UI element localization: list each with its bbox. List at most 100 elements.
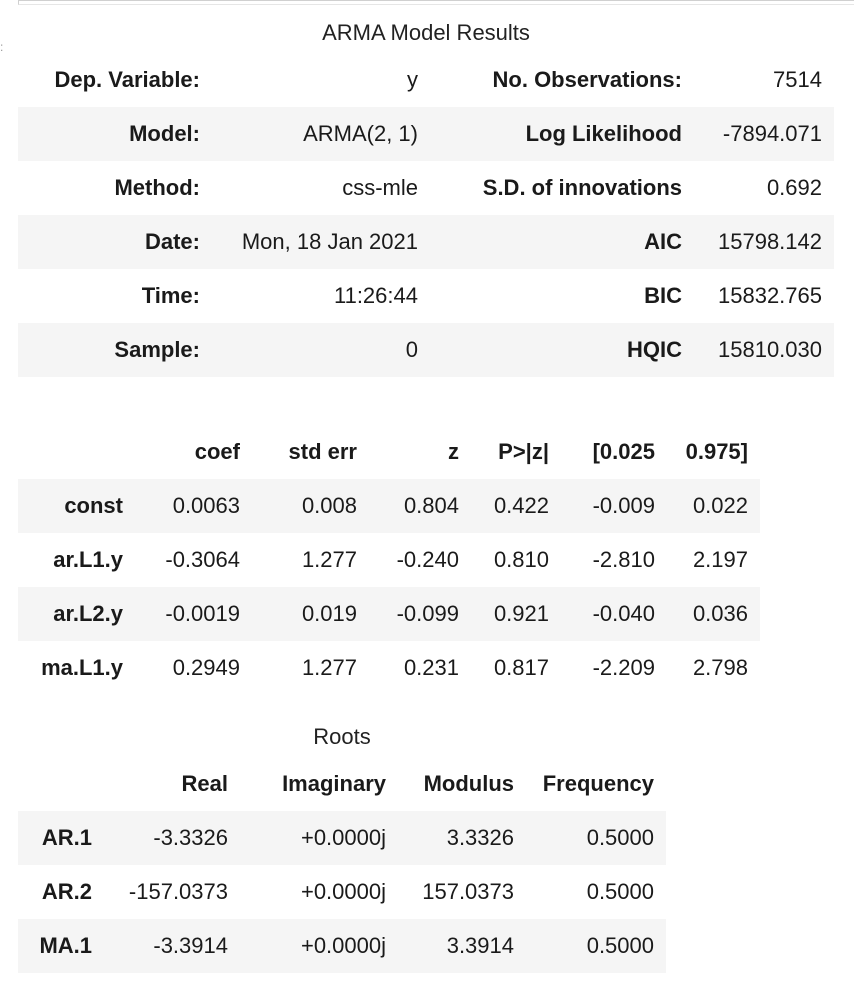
column-header: Frequency — [542, 771, 654, 796]
summary-right-value: 7514 — [773, 67, 822, 92]
coefficient-row: const 0.0063 0.008 0.804 0.422 -0.009 0.… — [18, 479, 760, 533]
summary-left-value: css-mle — [342, 175, 418, 200]
summary-right-label: Log Likelihood — [525, 121, 682, 146]
table-cell: +0.0000j — [300, 933, 386, 958]
summary-left-label: Method: — [114, 175, 200, 200]
summary-right-label: BIC — [644, 283, 682, 308]
table-cell: 0.810 — [493, 547, 549, 572]
summary-row: Dep. Variable: y No. Observations: 7514 — [18, 53, 834, 107]
summary-row: Model: ARMA(2, 1) Log Likelihood -7894.0… — [18, 107, 834, 161]
table-cell: 1.277 — [301, 655, 357, 680]
summary-left-label: Sample: — [114, 337, 200, 362]
summary-row: Time: 11:26:44 BIC 15832.765 — [18, 269, 834, 323]
roots-corner-cell — [18, 757, 104, 811]
table-cell: -0.3064 — [165, 547, 240, 572]
table-cell: 0.804 — [403, 493, 459, 518]
column-header: coef — [194, 439, 240, 464]
table-cell: -0.0019 — [165, 601, 240, 626]
coefficient-row: ma.L1.y 0.2949 1.277 0.231 0.817 -2.209 … — [18, 641, 760, 695]
cell-edge-marker: : — [0, 40, 4, 54]
column-header: P>|z| — [498, 439, 549, 464]
roots-title: Roots — [313, 724, 371, 749]
coefficient-header-row: coef std err z P>|z| [0.025 0.975] — [18, 425, 760, 479]
table-cell: -0.240 — [396, 547, 459, 572]
table-cell: 0.921 — [493, 601, 549, 626]
row-header: ar.L2.y — [53, 601, 123, 626]
roots-row: AR.1 -3.3326 +0.0000j 3.3326 0.5000 — [18, 811, 666, 865]
summary-right-label: No. Observations: — [492, 67, 682, 92]
table-cell: +0.0000j — [300, 879, 386, 904]
table-cell: 3.3326 — [446, 825, 514, 850]
table-cell: -0.099 — [396, 601, 459, 626]
summary-left-label: Time: — [141, 283, 200, 308]
table-cell: 0.5000 — [586, 825, 654, 850]
coefficient-row: ar.L1.y -0.3064 1.277 -0.240 0.810 -2.81… — [18, 533, 760, 587]
table-cell: 0.022 — [692, 493, 748, 518]
table-cell: -2.209 — [592, 655, 655, 680]
row-header: ma.L1.y — [41, 655, 123, 680]
row-header: AR.1 — [41, 825, 92, 850]
roots-table: Real Imaginary Modulus Frequency AR.1 -3… — [18, 757, 666, 973]
table-cell: 3.3914 — [446, 933, 514, 958]
table-cell: 0.036 — [692, 601, 748, 626]
table-cell: 0.422 — [493, 493, 549, 518]
summary-row: Sample: 0 HQIC 15810.030 — [18, 323, 834, 377]
summary-right-value: 15810.030 — [718, 337, 822, 362]
roots-row: MA.1 -3.3914 +0.0000j 3.3914 0.5000 — [18, 919, 666, 973]
coefficient-row: ar.L2.y -0.0019 0.019 -0.099 0.921 -0.04… — [18, 587, 760, 641]
summary-left-value: 11:26:44 — [333, 283, 418, 308]
summary-title: ARMA Model Results — [322, 20, 530, 45]
summary-left-label: Date: — [144, 229, 200, 254]
row-header: MA.1 — [39, 933, 92, 958]
table-cell: -157.0373 — [128, 879, 228, 904]
table-cell: 2.197 — [692, 547, 748, 572]
summary-right-label: HQIC — [627, 337, 682, 362]
column-header: [0.025 — [592, 439, 655, 464]
table-cell: 2.798 — [692, 655, 748, 680]
column-header: std err — [288, 439, 357, 464]
summary-right-value: 15832.765 — [718, 283, 822, 308]
table-cell: 0.008 — [301, 493, 357, 518]
coefficient-corner-cell — [18, 425, 135, 479]
table-cell: 0.2949 — [172, 655, 240, 680]
table-cell: +0.0000j — [300, 825, 386, 850]
summary-left-value: ARMA(2, 1) — [303, 121, 418, 146]
table-cell: 0.019 — [301, 601, 357, 626]
table-cell: -0.040 — [592, 601, 655, 626]
table-cell: 0.0063 — [172, 493, 240, 518]
table-cell: 0.817 — [493, 655, 549, 680]
roots-header-row: Real Imaginary Modulus Frequency — [18, 757, 666, 811]
summary-right-label: S.D. of innovations — [482, 175, 682, 200]
summary-right-label: AIC — [644, 229, 682, 254]
table-cell: -2.810 — [592, 547, 655, 572]
table-cell: -3.3914 — [153, 933, 228, 958]
column-header: 0.975] — [685, 439, 748, 464]
table-cell: 1.277 — [301, 547, 357, 572]
table-cell: -0.009 — [592, 493, 655, 518]
table-cell: 0.5000 — [586, 879, 654, 904]
summary-left-label: Dep. Variable: — [54, 67, 200, 92]
table-cell: 0.5000 — [586, 933, 654, 958]
output-cell-border — [18, 0, 854, 5]
column-header: Imaginary — [282, 771, 386, 796]
summary-row: Date: Mon, 18 Jan 2021 AIC 15798.142 — [18, 215, 834, 269]
coefficient-table: coef std err z P>|z| [0.025 0.975] const… — [18, 425, 760, 695]
summary-row: Method: css-mle S.D. of innovations 0.69… — [18, 161, 834, 215]
summary-right-value: -7894.071 — [722, 121, 822, 146]
row-header: ar.L1.y — [53, 547, 123, 572]
table-cell: 0.231 — [403, 655, 459, 680]
table-cell: 157.0373 — [422, 879, 514, 904]
roots-row: AR.2 -157.0373 +0.0000j 157.0373 0.5000 — [18, 865, 666, 919]
row-header: AR.2 — [41, 879, 92, 904]
row-header: const — [64, 493, 123, 518]
summary-left-value: Mon, 18 Jan 2021 — [241, 229, 418, 254]
table-cell: -3.3326 — [153, 825, 228, 850]
summary-left-value: 0 — [405, 337, 418, 362]
column-header: Modulus — [423, 771, 514, 796]
summary-left-label: Model: — [129, 121, 200, 146]
column-header: z — [448, 439, 459, 464]
column-header: Real — [181, 771, 228, 796]
summary-left-value: y — [407, 67, 418, 92]
summary-table: Dep. Variable: y No. Observations: 7514 … — [18, 53, 834, 377]
summary-right-value: 15798.142 — [718, 229, 822, 254]
